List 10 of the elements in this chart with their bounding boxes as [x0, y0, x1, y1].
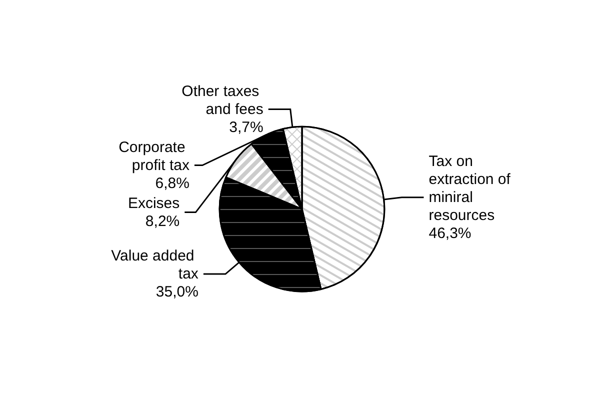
data-label: 46,3%	[428, 224, 472, 242]
data-label: 3,7%	[229, 118, 264, 136]
data-label: 8,2%	[145, 212, 180, 230]
slice-label: Corporate profit tax	[118, 138, 190, 174]
data-label: 6,8%	[155, 174, 190, 192]
slice-label: Other taxes and fees	[182, 82, 264, 118]
data-label: 35,0%	[156, 284, 198, 301]
slice-label: Tax on extraction of miniral resources	[428, 152, 515, 224]
slice-label: Excises	[128, 194, 180, 212]
slice-label: Value added tax	[111, 248, 199, 283]
